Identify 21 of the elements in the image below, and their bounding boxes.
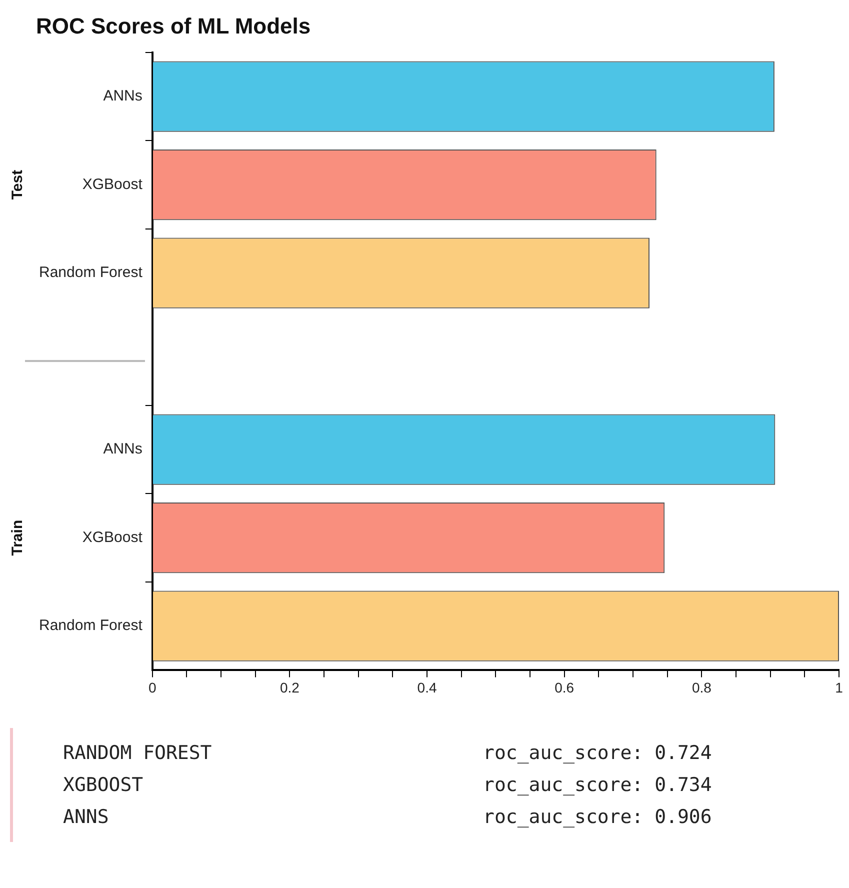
x-tick-label: 0: [148, 679, 156, 696]
x-tick-label: 0.2: [280, 679, 300, 696]
chart-title: ROC Scores of ML Models: [36, 13, 311, 38]
text: XGBOOST: [63, 774, 144, 796]
text: Test: [9, 170, 26, 200]
x-tick-label: 0.6: [554, 679, 574, 696]
y-tick-label: Random Forest: [39, 264, 144, 282]
y-tick-label: Random Forest: [39, 617, 144, 634]
text: roc_auc_score: 0.734: [483, 774, 713, 796]
y-tick-label: XGBoost: [82, 176, 144, 193]
text: roc_auc_score: 0.906: [483, 806, 713, 828]
x-tick-label: 1: [835, 679, 844, 696]
y-tick-label: ANNs: [103, 88, 142, 105]
text: Train: [9, 520, 26, 556]
text: RANDOM FOREST: [63, 742, 213, 764]
text: roc_auc_score: 0.724: [483, 742, 713, 764]
y-tick-label: ANNs: [103, 440, 142, 458]
x-tick-label: 0.8: [692, 679, 712, 696]
x-tick-label: 0.4: [417, 679, 437, 696]
text: ANNS: [63, 806, 110, 828]
y-tick-label: XGBoost: [82, 528, 144, 546]
